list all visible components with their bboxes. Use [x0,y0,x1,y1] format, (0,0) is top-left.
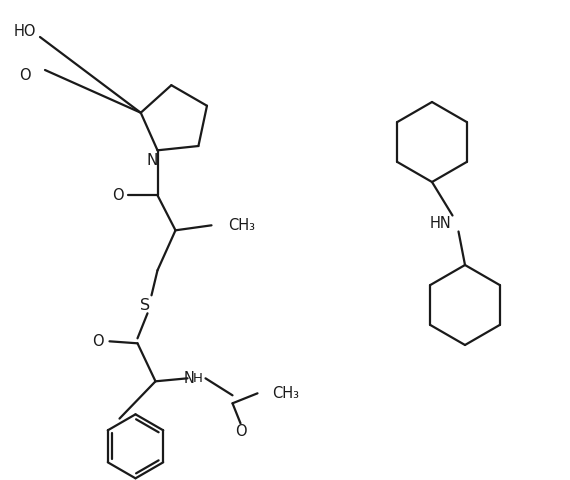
Text: S: S [140,298,150,313]
Text: N: N [184,371,195,386]
Text: O: O [112,188,123,203]
Text: O: O [92,334,103,349]
Text: H: H [193,372,202,385]
Text: O: O [19,68,31,83]
Text: CH₃: CH₃ [229,218,255,233]
Text: O: O [235,424,246,439]
Text: HN: HN [430,216,451,231]
Text: CH₃: CH₃ [272,386,299,401]
Text: N: N [147,153,158,168]
Text: HO: HO [14,24,36,39]
